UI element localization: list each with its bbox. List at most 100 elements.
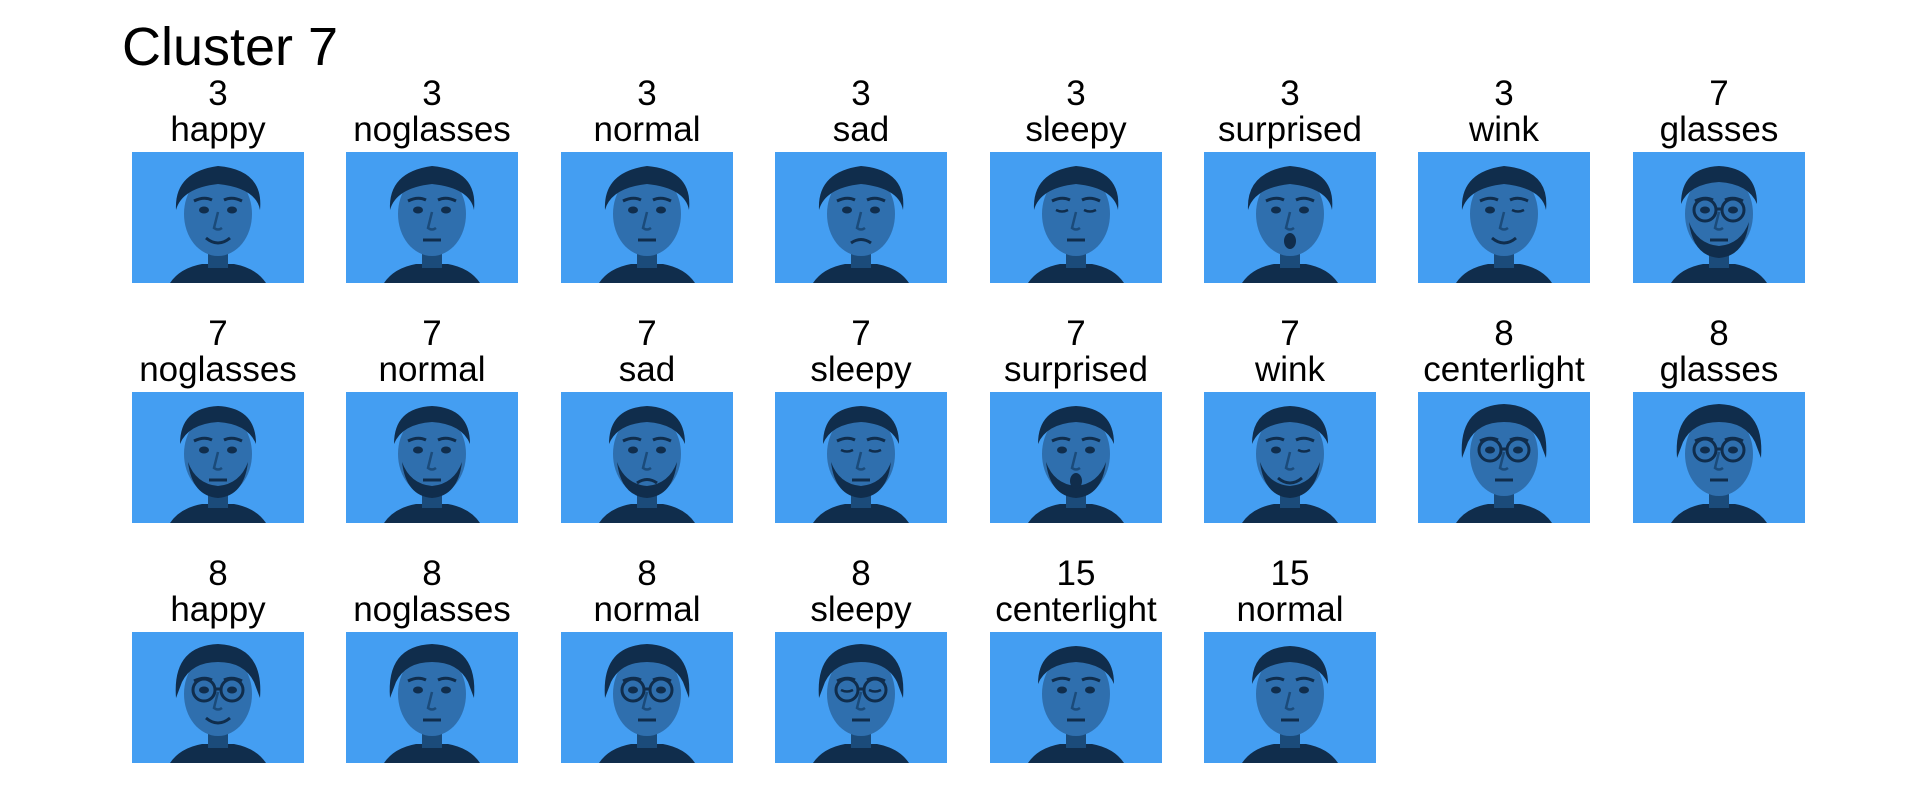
subject-label: 8: [1494, 316, 1514, 353]
left-eye: [628, 206, 638, 214]
right-eye: [656, 686, 666, 694]
hair: [1461, 404, 1547, 458]
nose: [641, 691, 652, 711]
left-eye: [1700, 446, 1710, 454]
hair: [175, 166, 261, 210]
nose: [641, 211, 652, 231]
right-eye: [1299, 206, 1309, 214]
right-eye: [868, 448, 882, 453]
image-label: 7 noglasses: [111, 316, 325, 390]
left-eye: [628, 446, 638, 454]
shoulders: [813, 264, 909, 283]
subject-label: 7: [422, 316, 442, 353]
left-eye: [1485, 446, 1495, 454]
image-label: 15 normal: [1183, 556, 1397, 630]
image-cell: 15 normal: [1183, 556, 1397, 788]
subject-label: 8: [1709, 316, 1729, 353]
subject-label: 7: [1709, 76, 1729, 113]
left-eye: [840, 448, 854, 453]
condition-label: normal: [593, 110, 701, 149]
shoulders: [1671, 264, 1767, 283]
condition-label: sad: [832, 110, 890, 149]
hair: [389, 166, 475, 210]
left-eyebrow: [1051, 196, 1071, 203]
face-image: [346, 392, 518, 523]
hair: [823, 406, 899, 444]
image-cell: 7 sleepy: [754, 316, 968, 548]
nose: [1713, 211, 1724, 231]
image-cell: 3 surprised: [1183, 76, 1397, 308]
face-portrait: [990, 392, 1162, 523]
face-image: [1633, 392, 1805, 523]
right-eye: [227, 206, 237, 214]
image-label: 3 sleepy: [969, 76, 1183, 150]
image-cell: 3 normal: [540, 76, 754, 308]
right-eyebrow: [1295, 196, 1315, 203]
image-cell: 3 sleepy: [969, 76, 1183, 308]
left-eyebrow: [1265, 196, 1285, 203]
left-eye: [1485, 206, 1495, 214]
beard: [188, 462, 248, 498]
image-cell: 3 happy: [111, 76, 325, 308]
left-eyebrow: [193, 436, 213, 443]
face-image: [1418, 152, 1590, 283]
subject-label: 8: [637, 556, 657, 593]
image-grid: 3 happy 3 noglasses 3 normal 3 sad 3 sleepy 3 surpr…: [111, 76, 1826, 763]
image-cell: 8 sleepy: [754, 556, 968, 788]
condition-label: normal: [378, 350, 486, 389]
image-cell: 8 happy: [111, 556, 325, 788]
shoulders: [170, 504, 266, 523]
right-eyebrow: [1295, 676, 1315, 683]
face-image: [561, 632, 733, 763]
hair: [1252, 406, 1328, 444]
right-eye: [870, 206, 880, 214]
nose: [1284, 211, 1295, 231]
nose: [855, 451, 866, 471]
condition-label: wink: [1254, 350, 1326, 389]
face-image: [561, 392, 733, 523]
nose: [1070, 691, 1081, 711]
condition-label: noglasses: [139, 350, 297, 389]
nose: [641, 451, 652, 471]
face-portrait: [132, 632, 304, 763]
left-eye: [199, 206, 209, 214]
face-image: [1633, 152, 1805, 283]
face-image: [990, 152, 1162, 283]
right-eye: [1728, 446, 1738, 454]
shoulders: [813, 504, 909, 523]
face-image: [990, 632, 1162, 763]
subject-label: 7: [1280, 316, 1300, 353]
image-cell: 8 glasses: [1612, 316, 1826, 548]
figure-title: Cluster 7: [122, 17, 339, 77]
image-label: 3 surprised: [1183, 76, 1397, 150]
left-eye: [413, 686, 423, 694]
image-cell: 7 surprised: [969, 316, 1183, 548]
shoulders: [1242, 504, 1338, 523]
left-eyebrow: [836, 196, 856, 203]
hair: [1676, 404, 1762, 458]
right-eye: [1511, 208, 1525, 213]
hair: [1038, 406, 1114, 444]
shoulders: [599, 264, 695, 283]
nose: [426, 451, 437, 471]
shoulders: [384, 504, 480, 523]
hair: [604, 166, 690, 210]
condition-label: sleepy: [810, 350, 912, 389]
shoulders: [1456, 264, 1552, 283]
condition-label: wink: [1468, 110, 1540, 149]
shoulders: [599, 744, 695, 763]
right-eyebrow: [1295, 436, 1315, 443]
beard: [617, 462, 677, 498]
image-cell: 7 glasses: [1612, 76, 1826, 308]
left-eye: [842, 206, 852, 214]
left-eye: [413, 206, 423, 214]
shoulders: [1028, 744, 1124, 763]
face-portrait: [346, 392, 518, 523]
right-eyebrow: [437, 676, 457, 683]
left-eyebrow: [407, 436, 427, 443]
left-eye: [199, 686, 209, 694]
face-portrait: [561, 152, 733, 283]
face-image: [1204, 392, 1376, 523]
beard: [831, 462, 891, 498]
face-image: [775, 152, 947, 283]
